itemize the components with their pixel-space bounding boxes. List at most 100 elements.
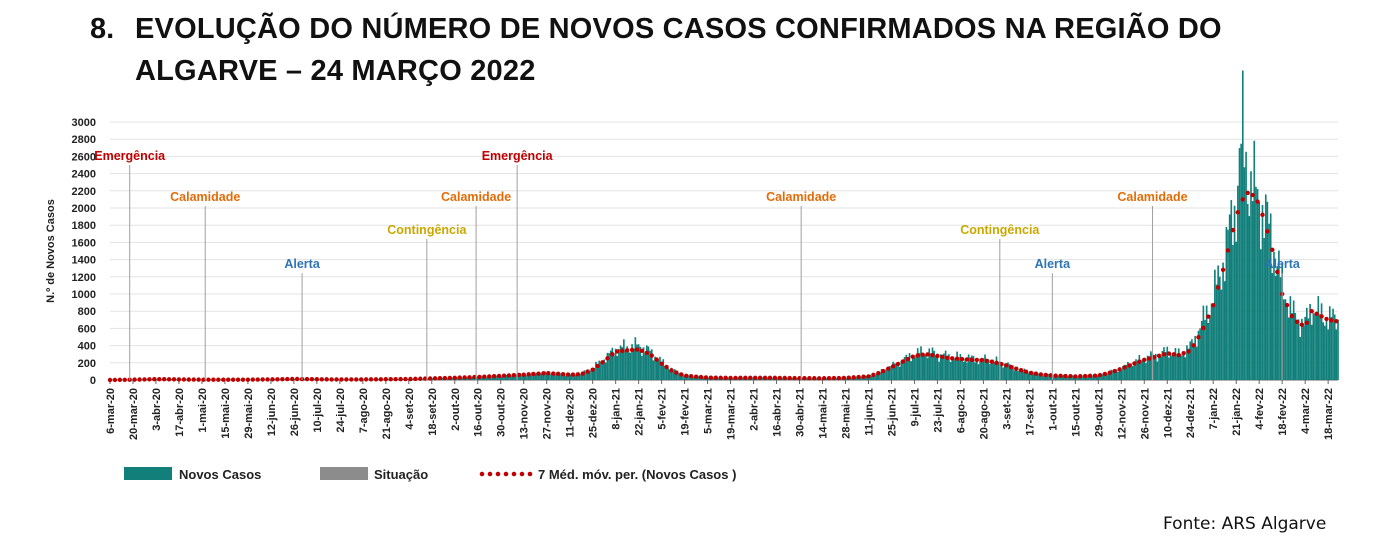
bar-novos-casos (647, 346, 650, 380)
moving-average-point (757, 375, 763, 380)
x-tick-label: 20-ago-21 (978, 388, 990, 439)
bar-novos-casos (1284, 299, 1287, 380)
moving-average-point (866, 374, 871, 379)
bar-novos-casos (496, 375, 499, 380)
moving-average-point (979, 357, 984, 363)
legend-swatch-dot (495, 471, 501, 477)
bar-novos-casos (1269, 213, 1272, 380)
moving-average-point (496, 373, 502, 379)
moving-average-point (521, 372, 526, 377)
situation-label-calamidade: Calamidade (1117, 190, 1187, 204)
bar-novos-casos (1125, 364, 1128, 380)
bar-novos-casos (611, 347, 614, 380)
bar-novos-casos (1243, 167, 1246, 380)
moving-average-point (624, 348, 630, 353)
moving-average-point (812, 376, 817, 381)
moving-average-point (767, 375, 773, 381)
bar-novos-casos (621, 347, 624, 380)
legend-swatch-dot (519, 471, 525, 477)
bar-novos-casos (1207, 322, 1210, 380)
moving-average-point (240, 377, 246, 382)
bar-novos-casos (1163, 347, 1165, 380)
bar-novos-casos (1018, 369, 1021, 380)
x-tick-label: 17-set-21 (1024, 388, 1036, 436)
x-tick-label: 2-out-20 (450, 388, 462, 431)
bar-novos-casos (562, 374, 564, 380)
moving-average-point (1191, 343, 1196, 348)
bar-novos-casos (655, 361, 658, 380)
moving-average-point (610, 352, 615, 357)
moving-average-point (1023, 369, 1029, 374)
moving-average-point (147, 377, 152, 382)
moving-average-point (861, 374, 866, 379)
bar-novos-casos (1041, 375, 1044, 380)
bar-novos-casos (504, 374, 507, 380)
bar-novos-casos (1212, 305, 1215, 380)
moving-average-point (319, 377, 324, 382)
situation-label-alerta: Alerta (284, 257, 320, 271)
moving-average-point (1142, 357, 1147, 362)
moving-average-point (989, 359, 994, 364)
bar-novos-casos (1255, 186, 1257, 380)
bar-novos-casos (861, 376, 863, 380)
x-tick-label: 18-mar-22 (1323, 388, 1335, 440)
bar-novos-casos (687, 374, 689, 380)
moving-average-point (615, 349, 620, 354)
moving-average-point (536, 371, 541, 376)
moving-average-point (585, 369, 590, 374)
bar-novos-casos (586, 369, 589, 380)
bar-novos-casos (1095, 375, 1098, 380)
moving-average-point (452, 375, 457, 380)
bar-novos-casos (540, 373, 543, 380)
bar-novos-casos (951, 359, 954, 380)
x-tick-label: 5-mar-21 (703, 388, 715, 434)
moving-average-point (432, 376, 438, 381)
bar-novos-casos (946, 357, 949, 380)
bar-novos-casos (980, 357, 983, 380)
moving-average-point (659, 361, 664, 366)
moving-average-point (230, 377, 236, 382)
moving-average-point (688, 374, 694, 379)
bar-novos-casos (1273, 251, 1275, 380)
moving-average-point (620, 348, 625, 354)
moving-average-point (378, 377, 384, 382)
bar-novos-casos (911, 356, 914, 380)
bar-novos-casos (1325, 319, 1328, 380)
moving-average-point (132, 377, 137, 382)
legend-label-moving-average: 7 Méd. móv. per. (Novos Casos ) (538, 467, 736, 482)
bar-novos-casos (1204, 319, 1206, 380)
bar-novos-casos (1291, 313, 1293, 380)
y-tick-label: 1000 (72, 289, 96, 301)
bar-novos-casos (583, 370, 586, 380)
moving-average-point (807, 376, 812, 381)
bar-novos-casos (524, 374, 527, 380)
moving-average-point (885, 366, 891, 371)
moving-average-point (1176, 352, 1181, 358)
bar-novos-casos (953, 358, 955, 380)
bar-novos-casos (1333, 314, 1336, 380)
bar-novos-casos (1335, 329, 1338, 380)
bar-novos-casos (1000, 363, 1003, 380)
bar-novos-casos (900, 360, 903, 380)
moving-average-point (1004, 363, 1009, 368)
x-tick-label: 30-abr-21 (795, 388, 807, 437)
bar-novos-casos (642, 347, 645, 380)
moving-average-point (506, 373, 512, 378)
bar-novos-casos (1276, 266, 1279, 380)
moving-average-point (1078, 374, 1083, 379)
moving-average-point (1196, 335, 1201, 340)
bar-novos-casos (1094, 375, 1096, 380)
bar-novos-casos (526, 375, 528, 380)
moving-average-point (221, 377, 226, 382)
x-tick-label: 30-out-20 (496, 388, 508, 437)
moving-average-point (501, 373, 507, 378)
moving-average-point (1151, 355, 1157, 360)
bar-novos-casos (581, 372, 584, 380)
moving-average-point (250, 377, 256, 382)
bar-novos-casos (578, 374, 581, 380)
bar-novos-casos (1283, 299, 1285, 380)
bar-novos-casos (1145, 363, 1147, 380)
moving-average-point (935, 353, 940, 359)
x-tick-label: 9-jul-21 (909, 388, 921, 427)
bar-novos-casos (1315, 313, 1318, 380)
